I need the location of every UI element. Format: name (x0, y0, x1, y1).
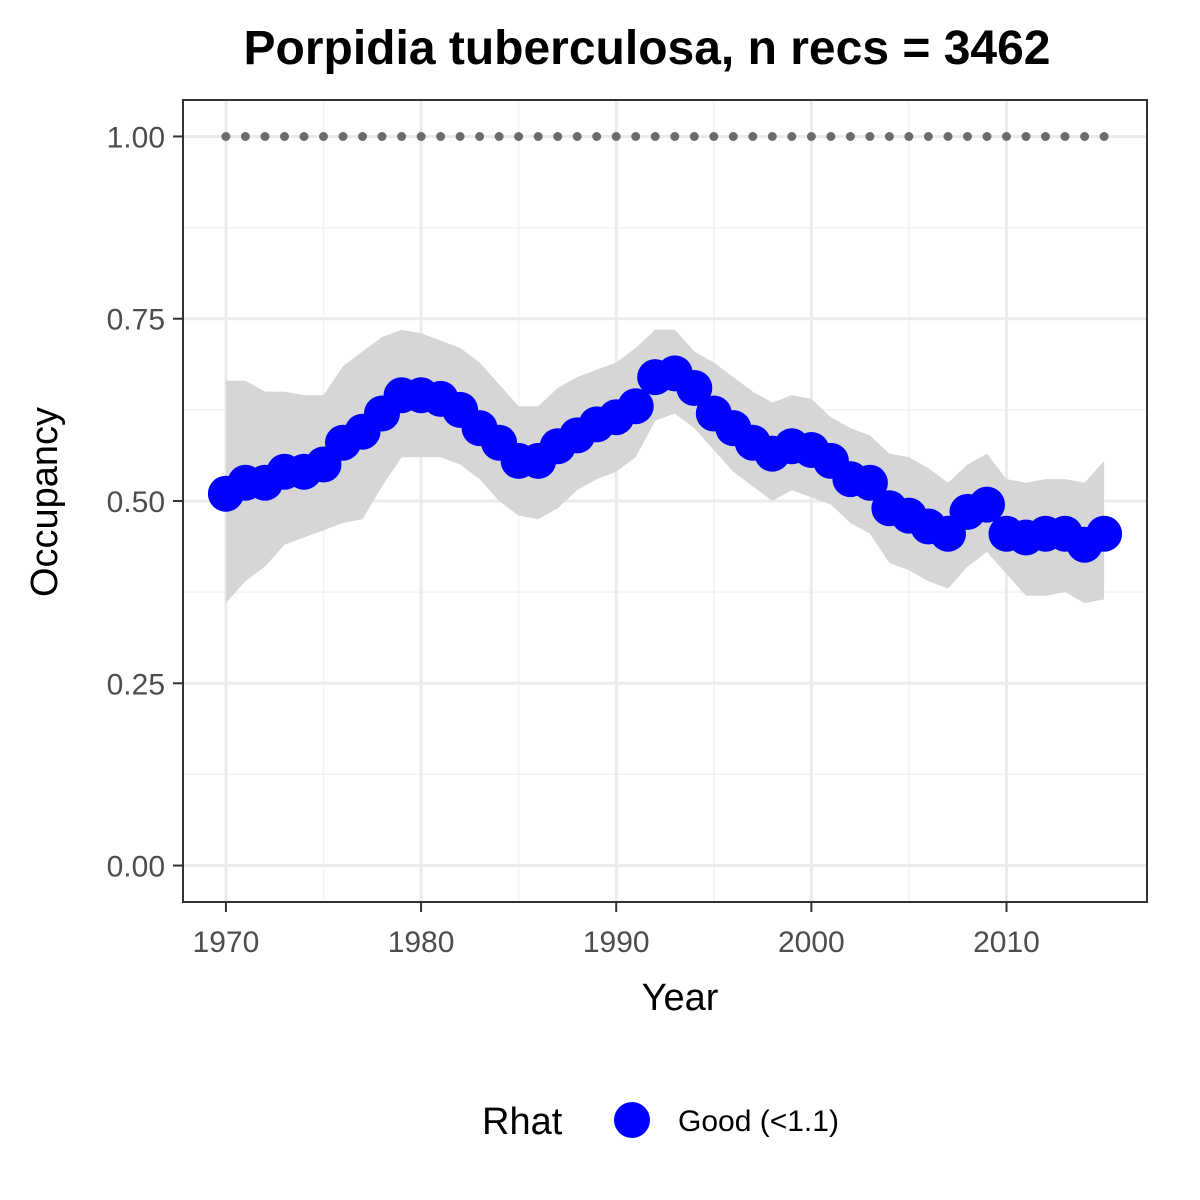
reference-line-dot (1099, 132, 1109, 141)
reference-line-dot (1041, 132, 1050, 141)
y-tick-label: 0.25 (107, 668, 165, 701)
reference-line-dot (436, 132, 446, 141)
reference-line-dot (943, 132, 953, 141)
x-tick-label: 1980 (388, 926, 455, 959)
reference-line-dot (280, 132, 289, 141)
y-tick-label: 0.50 (107, 486, 165, 519)
reference-line-dot (631, 132, 641, 141)
legend-key-good (614, 1102, 650, 1138)
reference-line-dot (963, 132, 972, 141)
reference-line-dot (767, 132, 777, 141)
reference-line-dot (494, 132, 504, 141)
reference-line-dot (806, 132, 816, 141)
occupancy-point (1086, 515, 1123, 552)
reference-line-dot (650, 132, 660, 141)
reference-line-dot (611, 132, 621, 141)
reference-line-dot (533, 132, 543, 141)
x-tick-label: 1990 (583, 926, 650, 959)
y-tick-label: 1.00 (107, 121, 165, 154)
occupancy-point (676, 370, 713, 406)
reference-line-dot (572, 132, 582, 141)
reference-line-dot (221, 132, 231, 141)
reference-line-dot (728, 132, 738, 141)
reference-line-dot (1080, 132, 1090, 141)
reference-line-dot (455, 132, 465, 141)
reference-line-dot (1021, 132, 1031, 141)
reference-line-dot (787, 132, 797, 141)
reference-line-dot (553, 132, 563, 141)
legend-label-good: Good (<1.1) (678, 1105, 839, 1138)
reference-line-dot (923, 132, 933, 141)
reference-line-dot (1060, 132, 1070, 141)
y-axis-ticks: 0.00 0.25 0.50 0.75 1.00 (107, 121, 183, 884)
reference-line-dot (1002, 132, 1011, 141)
reference-line-dot (377, 132, 387, 141)
reference-line-layer (221, 132, 1109, 141)
reference-line-dot (670, 132, 680, 141)
x-tick-label: 2010 (973, 926, 1040, 959)
legend-title: Rhat (482, 1101, 563, 1143)
x-tick-label: 1970 (193, 926, 260, 959)
reference-line-dot (514, 132, 524, 141)
reference-line-dot (338, 132, 348, 141)
x-axis-title: Year (642, 977, 719, 1019)
reference-line-dot (240, 132, 250, 141)
reference-line-dot (299, 132, 309, 141)
reference-line-dot (475, 132, 485, 141)
occupancy-point (969, 486, 1005, 523)
occupancy-point (851, 464, 888, 501)
reference-line-dot (982, 132, 992, 141)
y-axis-title: Occupancy (24, 407, 66, 597)
x-axis-ticks: 1970 1980 1990 2000 2010 (193, 902, 1040, 959)
reference-line-dot (397, 132, 407, 141)
y-tick-label: 0.75 (107, 304, 165, 337)
reference-line-dot (319, 132, 328, 141)
reference-line-dot (689, 132, 699, 141)
legend: Rhat Good (<1.1) (482, 1101, 839, 1143)
reference-line-dot (865, 132, 875, 141)
reference-line-dot (260, 132, 270, 141)
reference-line-dot (748, 132, 758, 141)
x-tick-label: 2000 (778, 926, 845, 959)
occupancy-point (617, 388, 654, 425)
reference-line-dot (826, 132, 836, 141)
reference-line-dot (416, 132, 426, 141)
reference-line-dot (709, 132, 719, 141)
reference-line-dot (884, 132, 894, 141)
reference-line-dot (904, 132, 914, 141)
reference-line-dot (358, 132, 367, 141)
chart-title: Porpidia tuberculosa, n recs = 3462 (244, 22, 1051, 75)
reference-line-dot (845, 132, 855, 141)
reference-line-dot (592, 132, 602, 141)
occupancy-points-layer (207, 355, 1123, 563)
y-tick-label: 0.00 (107, 851, 165, 884)
